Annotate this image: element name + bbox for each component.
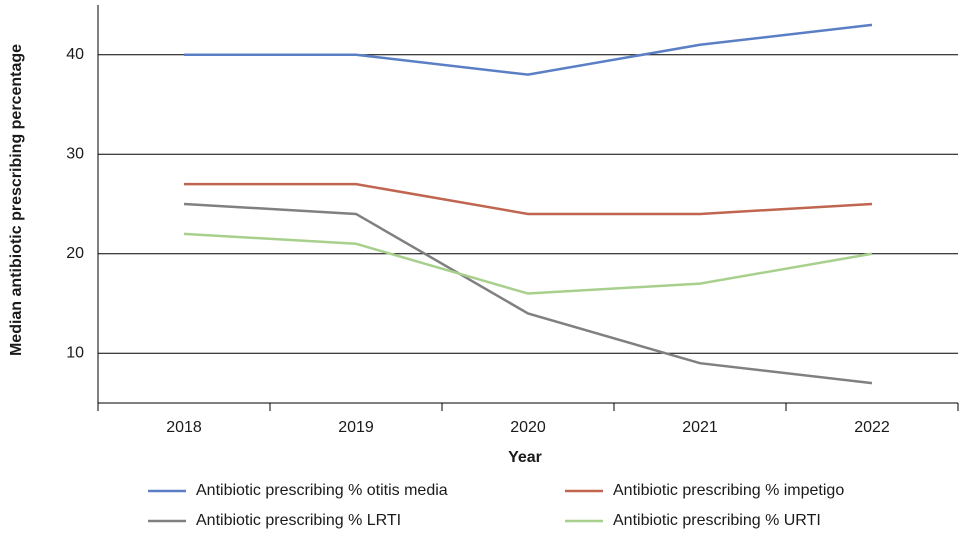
x-tick-label: 2019 (338, 419, 374, 436)
legend-label: Antibiotic prescribing % impetigo (613, 482, 844, 499)
x-tick-label: 2018 (166, 419, 202, 436)
legend-label: Antibiotic prescribing % LRTI (196, 512, 401, 529)
x-tick-label: 2021 (682, 419, 718, 436)
x-tick-label: 2022 (854, 419, 890, 436)
y-tick-label: 10 (66, 344, 84, 361)
y-tick-label: 30 (66, 145, 84, 162)
x-axis-label: Year (508, 449, 542, 466)
legend-label: Antibiotic prescribing % otitis media (196, 482, 448, 499)
series-line (184, 23, 873, 76)
y-tick-label: 40 (66, 46, 84, 63)
y-axis-label: Median antibiotic prescribing percentage (8, 44, 25, 356)
legend-label: Antibiotic prescribing % URTI (613, 512, 821, 529)
y-tick-label: 20 (66, 245, 84, 262)
x-tick-label: 2020 (510, 419, 546, 436)
series-line (183, 232, 873, 295)
series-line (184, 182, 873, 216)
series-line (183, 202, 873, 385)
